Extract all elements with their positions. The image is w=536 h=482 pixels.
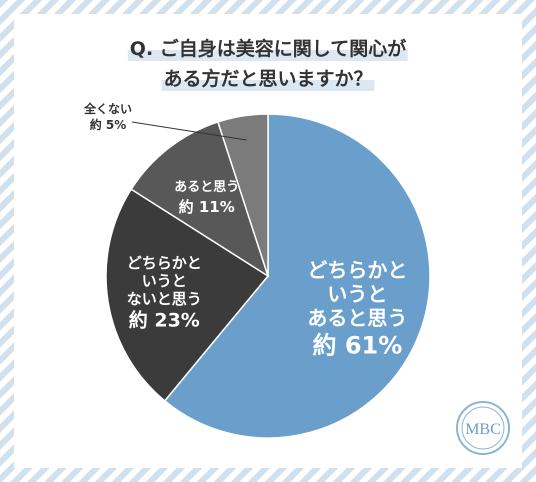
pie-slice [216, 113, 269, 277]
title-line: Q. ご自身は美容に関して関心が [127, 34, 409, 61]
slice-label: 全くない [83, 101, 133, 116]
value-label: 約 5% [89, 117, 127, 132]
value-label: 約 11% [178, 197, 235, 216]
pie-slice [130, 120, 270, 278]
logo-ring [461, 406, 505, 450]
title-line: ある方だと思いますか？ [161, 64, 375, 91]
logo-ring [456, 401, 510, 455]
leader-line [131, 121, 247, 141]
logo: MBC [465, 421, 501, 438]
slice-label: あると思う [174, 180, 240, 196]
slice-label: どちらかと いうと あると思う [307, 257, 408, 330]
value-label: 約 61% [312, 331, 403, 360]
slice-label: どちらかと いうと ないと思う [126, 254, 202, 309]
value-label: 約 23% [128, 310, 200, 333]
pie-slice [163, 113, 431, 439]
pie-slice [105, 188, 270, 402]
